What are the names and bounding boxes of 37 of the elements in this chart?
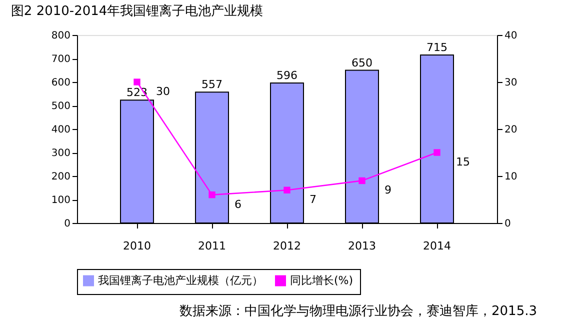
y2-tick-label: 10 — [504, 172, 518, 182]
y-tick-label: 200 — [51, 172, 70, 182]
data-label: 15 — [456, 156, 470, 168]
point — [358, 177, 366, 184]
data-label: 596 — [276, 68, 298, 82]
x-tick-label: 2011 — [198, 240, 226, 252]
y-tick-label: 700 — [51, 54, 70, 65]
y-tick-label: 600 — [51, 78, 70, 88]
data-label: 6 — [234, 198, 242, 211]
data-label: 715 — [426, 40, 448, 54]
y2-tick-label: 40 — [504, 30, 518, 42]
y-tick-label: 300 — [51, 148, 70, 159]
data-label: 650 — [352, 56, 372, 70]
y-tick-label: 500 — [51, 101, 70, 112]
y-tick-label: 800 — [51, 30, 70, 42]
legend-label: 我国锂离子电池产业规模（亿元） — [98, 274, 263, 287]
legend-label: 同比增长(%) — [290, 274, 354, 287]
point — [208, 191, 216, 198]
y2-tick-label: 0 — [504, 218, 511, 230]
point — [284, 186, 290, 194]
point — [434, 149, 440, 156]
x-tick-label: 2013 — [348, 240, 376, 252]
source-note: 数据来源：中国化学与物理电源行业协会，赛迪智库，2015.3 — [180, 303, 537, 319]
x-tick-label: 2010 — [123, 240, 151, 252]
data-label: 7 — [310, 193, 316, 206]
y2-tick-label: 30 — [504, 78, 518, 88]
data-label: 9 — [384, 184, 392, 197]
data-label: 30 — [156, 85, 170, 98]
chart-title: 图2 2010-2014年我国锂离子电池产业规模 — [10, 3, 264, 19]
point — [134, 78, 140, 86]
data-label: 557 — [202, 78, 222, 92]
x-tick-label: 2014 — [423, 240, 451, 252]
y2-tick-label: 20 — [504, 124, 518, 136]
x-tick-label: 2012 — [273, 240, 301, 252]
y-tick-label: 100 — [51, 195, 70, 206]
y-tick-label: 400 — [51, 124, 70, 136]
y-tick-label: 0 — [64, 218, 70, 230]
